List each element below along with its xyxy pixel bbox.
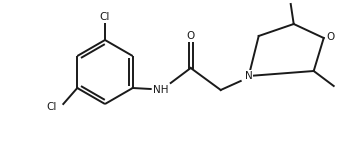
Text: O: O [327,32,335,42]
Text: O: O [187,31,195,41]
Text: NH: NH [153,85,168,95]
Text: N: N [245,71,253,81]
Text: Cl: Cl [100,12,110,22]
Text: Cl: Cl [46,102,56,112]
